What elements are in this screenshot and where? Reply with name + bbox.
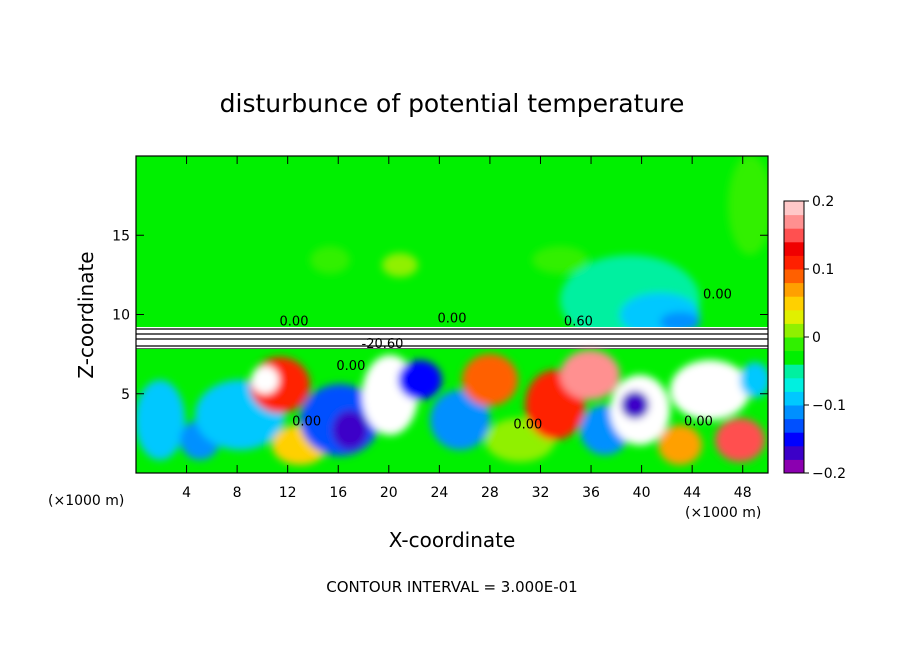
colorbar-swatch <box>784 309 804 324</box>
colorbar-swatch <box>784 337 804 352</box>
upper-layer-variations <box>310 156 768 345</box>
colorbar-swatch <box>784 241 804 256</box>
x-unit-label-right: (×1000 m) <box>685 505 761 521</box>
colorbar-swatch <box>784 323 804 338</box>
y-tick-label: 15 <box>112 228 130 244</box>
colorbar-swatch <box>784 201 804 216</box>
contour-label: 0.00 <box>438 311 467 326</box>
y-tick-label: 5 <box>121 387 130 403</box>
contour-label: 0.00 <box>280 315 309 330</box>
colorbar-swatch <box>784 445 804 460</box>
colorbar-swatch <box>784 350 804 365</box>
colorbar-swatch <box>784 282 804 297</box>
chart-title: disturbunce of potential temperature <box>220 89 685 118</box>
contour-label: 0.00 <box>513 418 542 433</box>
x-tick-label: 44 <box>683 485 701 501</box>
x-tick-label: 36 <box>582 485 600 501</box>
colorbar-swatch <box>784 296 804 311</box>
x-tick-label: 20 <box>380 485 398 501</box>
colorbar-tick-label: −0.2 <box>812 466 846 482</box>
colorbar-swatch <box>784 432 804 447</box>
contour-label: 0.00 <box>336 359 365 374</box>
y-axis: 5 10 15 <box>112 228 768 403</box>
lower-layer-eddies <box>136 350 768 465</box>
colorbar-ticks: 0.2 0.1 0 −0.1 −0.2 <box>804 194 846 482</box>
y-tick-label: 10 <box>112 308 130 324</box>
colorbar-swatch <box>784 228 804 243</box>
x-tick-label: 8 <box>233 485 242 501</box>
contour-label: 0.00 <box>703 288 732 303</box>
colorbar-swatch <box>784 364 804 379</box>
x-tick-label: 12 <box>279 485 297 501</box>
colorbar <box>783 200 805 474</box>
y-axis-label: Z-coordinate <box>74 251 98 378</box>
colorbar-swatch <box>784 405 804 420</box>
contour-label: 0.60 <box>564 315 593 330</box>
colorbar-swatch <box>784 391 804 406</box>
x-unit-label: (×1000 m) <box>48 493 124 509</box>
x-tick-label: 16 <box>329 485 347 501</box>
colorbar-tick-label: −0.1 <box>812 398 846 414</box>
contour-label: -20.60 <box>362 337 404 352</box>
colorbar-swatch <box>784 459 804 474</box>
x-tick-label: 40 <box>633 485 651 501</box>
x-axis-label: X-coordinate <box>389 528 516 552</box>
colorbar-swatch <box>784 214 804 229</box>
x-tick-label: 4 <box>182 485 191 501</box>
colorbar-tick-label: 0.2 <box>812 194 834 210</box>
colorbar-swatch <box>784 255 804 270</box>
x-tick-label: 28 <box>481 485 499 501</box>
x-tick-label: 32 <box>532 485 550 501</box>
colorbar-swatch <box>784 269 804 284</box>
contour-labels: 0.00 -20.60 0.00 0.60 0.00 0.00 0.00 0.00 0.00 <box>280 288 732 433</box>
contour-label: 0.00 <box>684 414 713 429</box>
x-axis: 4 8 12 16 20 24 28 32 36 40 44 48 <box>182 156 752 501</box>
x-tick-label: 24 <box>430 485 448 501</box>
x-tick-label: 48 <box>734 485 752 501</box>
plot-area <box>136 156 768 473</box>
colorbar-tick-label: 0.1 <box>812 262 834 278</box>
colorbar-swatch <box>784 418 804 433</box>
interface-band <box>136 327 768 349</box>
colorbar-tick-label: 0 <box>812 330 821 346</box>
contour-interval-note: CONTOUR INTERVAL = 3.000E-01 <box>326 578 577 596</box>
colorbar-swatch <box>784 377 804 392</box>
contour-label: 0.00 <box>292 414 321 429</box>
